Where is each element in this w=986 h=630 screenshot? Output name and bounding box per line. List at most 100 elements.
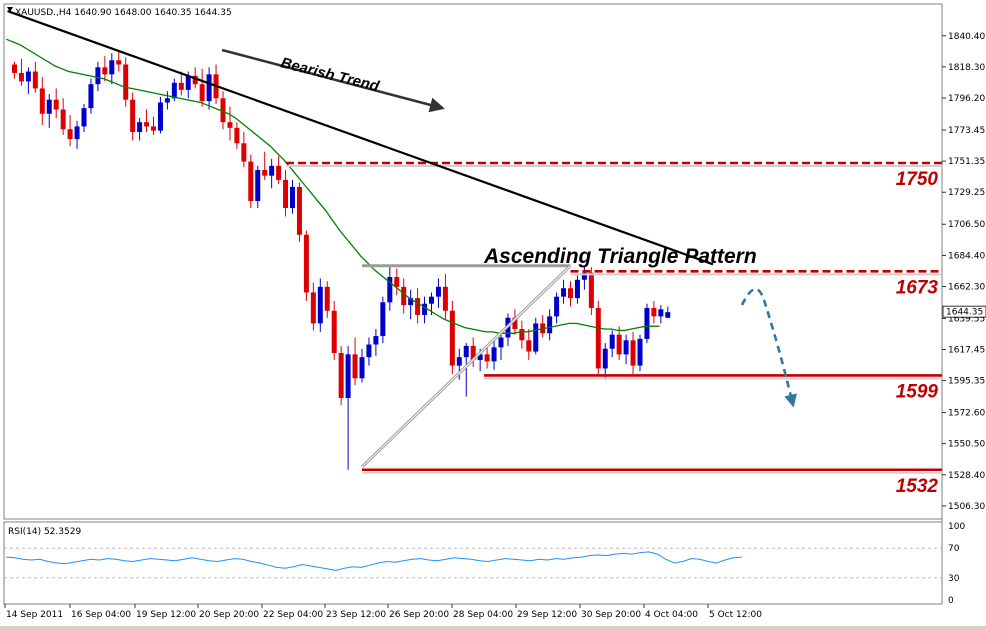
time-axis: 14 Sep 2011 16 Sep 04:00 19 Sep 12:00 20 Se… <box>4 604 762 620</box>
candle <box>32 61 38 93</box>
time-tick-label: 26 Sep 20:00 <box>389 610 449 620</box>
price-tick-label: 1684.40 <box>948 251 985 261</box>
candle <box>310 282 316 331</box>
candle <box>255 165 261 209</box>
candle-body <box>276 165 282 180</box>
candle-body <box>32 71 38 89</box>
candle-body <box>477 354 483 360</box>
candle-body <box>651 307 657 317</box>
candle-body <box>352 354 358 379</box>
candle-body <box>53 99 59 110</box>
candle <box>157 96 163 134</box>
candle-body <box>310 292 316 324</box>
candle <box>109 53 115 85</box>
candle-body <box>95 67 101 85</box>
candle-body <box>519 329 525 341</box>
candle <box>484 344 490 369</box>
candle <box>380 296 386 344</box>
candle-body <box>227 122 233 128</box>
candle <box>366 337 372 366</box>
candle-body <box>554 296 560 317</box>
candle <box>53 88 59 118</box>
candle <box>262 151 268 180</box>
candle-body <box>220 98 226 123</box>
price-tick-label: 1796.20 <box>948 94 985 104</box>
candle <box>616 326 622 360</box>
candle-body <box>123 64 129 100</box>
candle-body <box>151 126 156 131</box>
candle <box>178 71 184 96</box>
candle-body <box>171 82 177 99</box>
candle <box>373 329 379 356</box>
time-tick-label: 4 Oct 04:00 <box>645 610 698 620</box>
price-tick-label: 1773.45 <box>948 126 985 136</box>
candle <box>130 92 136 141</box>
price-tick-label: 1550.50 <box>948 440 985 450</box>
candle <box>144 109 150 133</box>
candle <box>283 170 289 217</box>
candle-body <box>185 75 191 90</box>
candle-body <box>380 302 386 337</box>
candle <box>269 158 275 189</box>
candle <box>415 288 421 324</box>
level-label: 1532 <box>896 476 939 497</box>
candle <box>331 300 337 360</box>
candle <box>352 337 358 386</box>
price-tick-label: 1818.30 <box>948 63 985 73</box>
candle-body <box>644 307 650 339</box>
candle <box>574 275 580 304</box>
candle <box>227 106 233 141</box>
bearish-trend-arrow <box>221 48 445 113</box>
rsi-tick-label: 0 <box>948 596 954 606</box>
candle-body <box>609 334 615 349</box>
candle-body <box>130 99 136 133</box>
candle-body <box>74 126 80 140</box>
candle <box>658 305 664 324</box>
candle <box>498 334 504 360</box>
triangle-support-line-inner <box>361 265 571 468</box>
candle <box>338 345 344 406</box>
price-panel <box>3 3 943 520</box>
candle-body <box>526 340 532 352</box>
candle-body <box>283 179 289 209</box>
candle-body <box>137 122 143 133</box>
candle <box>12 61 17 79</box>
candle-body <box>192 75 198 85</box>
candle <box>116 50 122 72</box>
candle <box>435 278 441 308</box>
projected-breakdown-arrow <box>740 287 797 408</box>
price-levels: 1750 1673 1599 1532 <box>286 161 942 497</box>
candle-body <box>338 352 344 398</box>
triangle-pattern-label: Ascending Triangle Pattern <box>483 245 757 268</box>
candle-body <box>595 307 601 369</box>
candle-body <box>324 286 330 311</box>
candle-body <box>588 272 594 308</box>
candle-body <box>394 276 400 287</box>
candle <box>25 67 31 95</box>
candle <box>394 268 400 296</box>
candle-body <box>206 74 212 102</box>
candle-body <box>46 99 52 114</box>
candle-body <box>109 60 115 75</box>
candle <box>345 345 351 470</box>
candle <box>408 289 414 320</box>
candle <box>324 281 330 318</box>
candle <box>46 94 52 128</box>
candle-body <box>144 122 150 127</box>
candle <box>644 303 650 344</box>
candle <box>470 337 476 368</box>
rsi-tick-label: 100 <box>948 522 965 532</box>
candle <box>199 68 205 107</box>
candle <box>206 67 212 110</box>
candle-body <box>665 312 671 318</box>
candle <box>248 154 254 209</box>
price-tick-label: 1617.45 <box>948 346 985 356</box>
candle-body <box>623 340 629 355</box>
candle-body <box>401 286 407 306</box>
candle-body <box>484 354 490 362</box>
price-tick-label: 1751.35 <box>948 157 985 167</box>
candle-body <box>199 84 205 102</box>
chart-header: XAUUSD.,H4 1640.90 1648.00 1640.35 1644.… <box>7 7 232 18</box>
candle <box>359 348 365 383</box>
